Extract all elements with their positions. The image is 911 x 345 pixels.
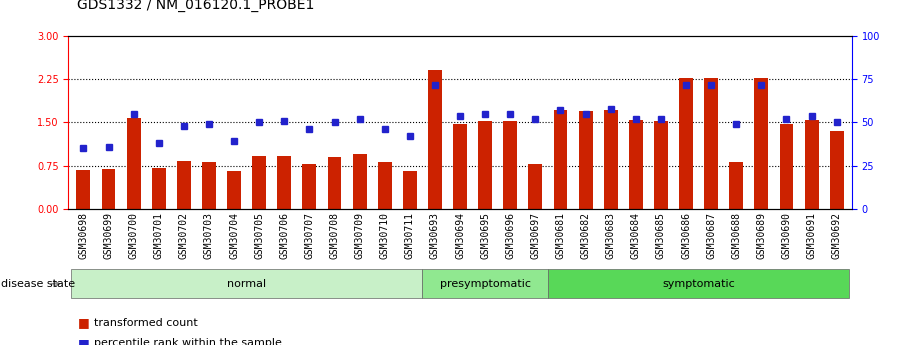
Text: GSM30688: GSM30688: [732, 212, 742, 259]
Bar: [302, 165, 316, 209]
Text: GSM30690: GSM30690: [782, 212, 792, 259]
Bar: [654, 121, 668, 209]
Bar: [378, 162, 392, 209]
Bar: [478, 121, 492, 209]
Bar: [604, 110, 618, 209]
Bar: [780, 124, 793, 209]
Text: GSM30699: GSM30699: [104, 212, 114, 259]
Bar: [177, 161, 190, 209]
Text: GDS1332 / NM_016120.1_PROBE1: GDS1332 / NM_016120.1_PROBE1: [77, 0, 315, 12]
Text: GSM30682: GSM30682: [580, 212, 590, 259]
Bar: [679, 78, 693, 209]
Text: GSM30704: GSM30704: [229, 212, 239, 259]
Bar: [804, 120, 818, 209]
Bar: [830, 131, 844, 209]
Text: GSM30707: GSM30707: [304, 212, 314, 259]
Text: GSM30701: GSM30701: [154, 212, 164, 259]
Bar: [403, 171, 416, 209]
Text: ■: ■: [77, 316, 89, 329]
Text: symptomatic: symptomatic: [662, 279, 735, 289]
Text: transformed count: transformed count: [94, 318, 198, 327]
Text: GSM30709: GSM30709: [354, 212, 364, 259]
Text: disease state: disease state: [1, 279, 75, 289]
Text: GSM30706: GSM30706: [280, 212, 290, 259]
Bar: [127, 118, 140, 209]
Bar: [328, 157, 342, 209]
Text: normal: normal: [227, 279, 266, 289]
Bar: [227, 171, 241, 209]
Bar: [704, 78, 718, 209]
Bar: [578, 111, 592, 209]
Text: GSM30689: GSM30689: [756, 212, 766, 259]
Text: GSM30681: GSM30681: [556, 212, 566, 259]
Text: GSM30710: GSM30710: [380, 212, 390, 259]
Text: percentile rank within the sample: percentile rank within the sample: [94, 338, 281, 345]
Text: GSM30708: GSM30708: [330, 212, 340, 259]
Text: GSM30683: GSM30683: [606, 212, 616, 259]
Bar: [554, 110, 568, 209]
Text: GSM30705: GSM30705: [254, 212, 264, 259]
Text: GSM30685: GSM30685: [656, 212, 666, 259]
Bar: [102, 169, 116, 209]
Text: GSM30697: GSM30697: [530, 212, 540, 259]
Bar: [504, 121, 517, 209]
Text: presymptomatic: presymptomatic: [440, 279, 531, 289]
Text: GSM30692: GSM30692: [832, 212, 842, 259]
Text: GSM30703: GSM30703: [204, 212, 214, 259]
Bar: [730, 161, 743, 209]
Text: GSM30686: GSM30686: [681, 212, 691, 259]
Text: GSM30700: GSM30700: [128, 212, 138, 259]
Text: GSM30695: GSM30695: [480, 212, 490, 259]
FancyBboxPatch shape: [423, 269, 548, 298]
Bar: [77, 170, 90, 209]
Bar: [629, 120, 643, 209]
Bar: [353, 154, 366, 209]
Bar: [277, 156, 292, 209]
Bar: [754, 78, 768, 209]
Bar: [428, 70, 442, 209]
Text: ■: ■: [77, 337, 89, 345]
Text: GSM30694: GSM30694: [456, 212, 465, 259]
Text: GSM30691: GSM30691: [806, 212, 816, 259]
Text: GSM30711: GSM30711: [404, 212, 415, 259]
Bar: [252, 156, 266, 209]
Text: GSM30696: GSM30696: [506, 212, 516, 259]
Bar: [202, 162, 216, 209]
FancyBboxPatch shape: [71, 269, 423, 298]
Text: GSM30693: GSM30693: [430, 212, 440, 259]
Text: GSM30687: GSM30687: [706, 212, 716, 259]
Text: GSM30702: GSM30702: [179, 212, 189, 259]
FancyBboxPatch shape: [548, 269, 849, 298]
Text: GSM30698: GSM30698: [78, 212, 88, 259]
Bar: [453, 124, 467, 209]
Text: GSM30684: GSM30684: [630, 212, 640, 259]
Bar: [528, 165, 542, 209]
Bar: [152, 168, 166, 209]
